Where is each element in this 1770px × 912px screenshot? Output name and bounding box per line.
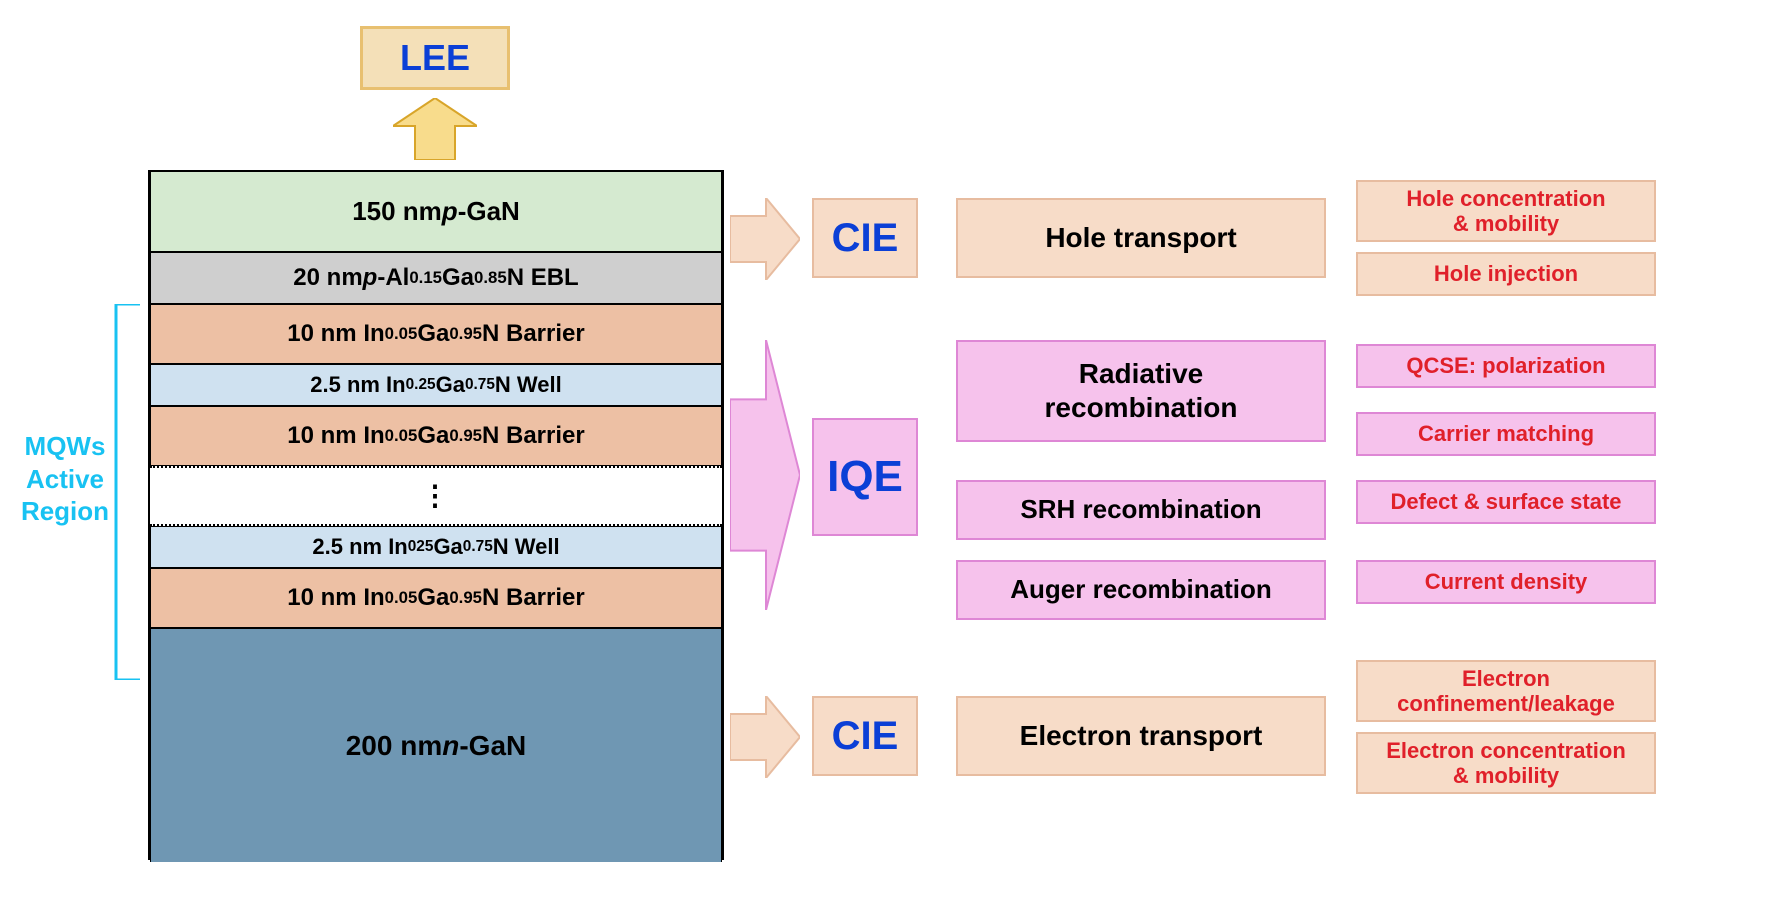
process-box-1: Radiativerecombination (956, 340, 1326, 442)
note-box-4: Defect & surface state (1356, 480, 1656, 524)
up-arrow (393, 98, 477, 160)
layer-8: 200 nm n-GaN (150, 628, 722, 862)
mqw-bracket (114, 304, 142, 680)
lee-box: LEE (360, 26, 510, 90)
right-arrow-2 (730, 696, 800, 778)
tag-iqe-1: IQE (812, 418, 918, 536)
tag-cie-0: CIE (812, 198, 918, 278)
layer-2: 10 nm In0.05Ga0.95N Barrier (150, 304, 722, 364)
note-box-1: Hole injection (1356, 252, 1656, 296)
note-box-3: Carrier matching (1356, 412, 1656, 456)
layer-stack: 150 nm p-GaN20 nm p-Al0.15Ga0.85N EBL10 … (148, 170, 724, 860)
process-box-0: Hole transport (956, 198, 1326, 278)
layer-3: 2.5 nm In0.25Ga0.75N Well (150, 364, 722, 406)
process-box-2: SRH recombination (956, 480, 1326, 540)
process-box-3: Auger recombination (956, 560, 1326, 620)
layer-1: 20 nm p-Al0.15Ga0.85N EBL (150, 252, 722, 304)
layer-7: 10 nm In0.05Ga0.95N Barrier (150, 568, 722, 628)
right-arrow-0 (730, 198, 800, 280)
mqw-bracket-label: MQWsActiveRegion (10, 430, 120, 528)
note-box-2: QCSE: polarization (1356, 344, 1656, 388)
diagram-canvas: LEE MQWsActiveRegion 150 nm p-GaN20 nm p… (20, 20, 1750, 892)
layer-4: 10 nm In0.05Ga0.95N Barrier (150, 406, 722, 466)
note-box-7: Electron concentration& mobility (1356, 732, 1656, 794)
note-box-6: Electronconfinement/leakage (1356, 660, 1656, 722)
layer-0: 150 nm p-GaN (150, 172, 722, 252)
tag-cie-2: CIE (812, 696, 918, 776)
up-arrow-svg (393, 98, 477, 160)
layer-5: ⋮ (150, 466, 722, 526)
layer-6: 2.5 nm In025Ga0.75N Well (150, 526, 722, 568)
note-box-0: Hole concentration& mobility (1356, 180, 1656, 242)
right-arrow-1 (730, 340, 800, 610)
note-box-5: Current density (1356, 560, 1656, 604)
process-box-4: Electron transport (956, 696, 1326, 776)
